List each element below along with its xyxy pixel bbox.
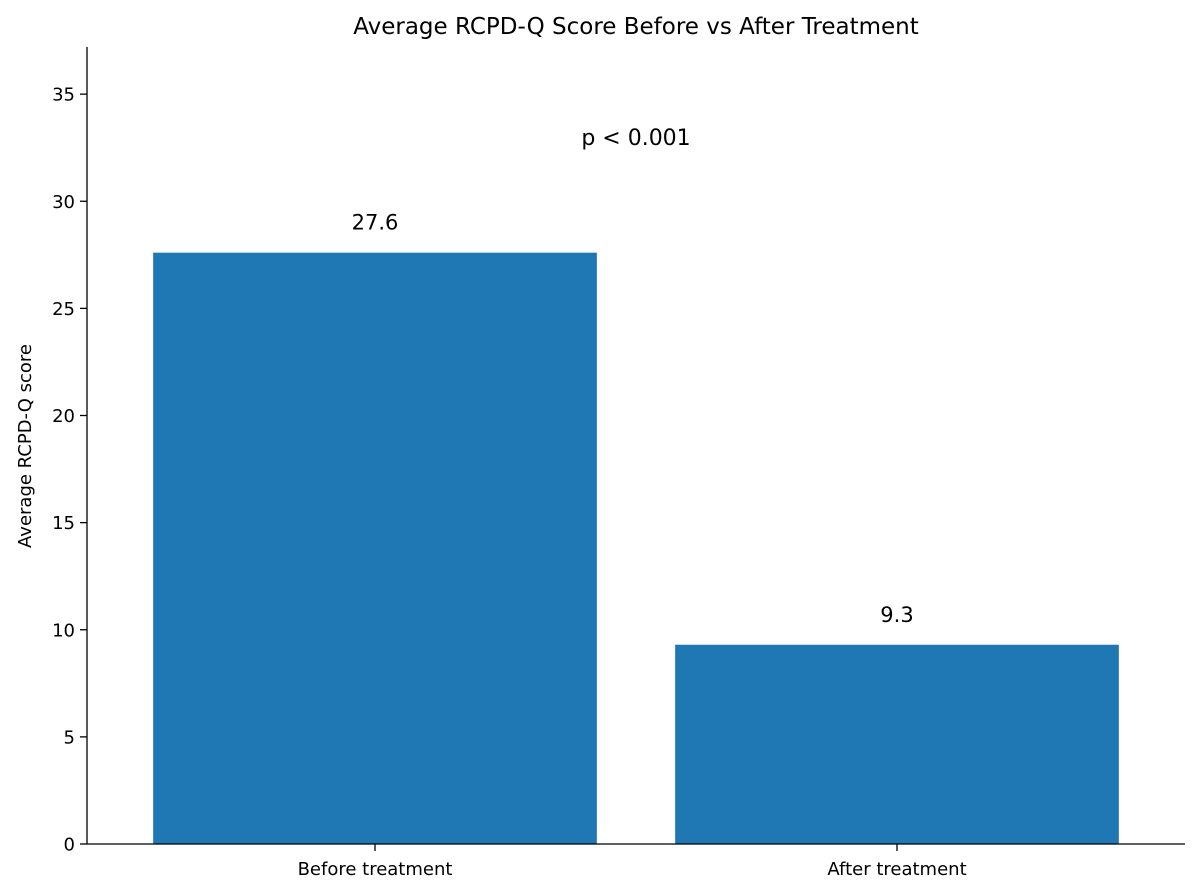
y-tick-label: 20: [52, 406, 75, 427]
bars-group: 27.6 9.3: [153, 211, 1119, 844]
x-axis-ticks: Before treatment After treatment: [298, 844, 967, 880]
bar-value-label: 27.6: [352, 211, 399, 235]
y-axis-ticks: 0 5 10 15 20 25 30 35: [52, 85, 87, 856]
y-tick-label: 5: [64, 727, 75, 748]
y-tick-label: 10: [52, 620, 75, 641]
chart-title: Average RCPD-Q Score Before vs After Tre…: [353, 14, 919, 40]
y-tick-label: 25: [52, 299, 75, 320]
x-tick-label: After treatment: [827, 859, 966, 880]
p-value-annotation: p < 0.001: [581, 126, 690, 151]
y-tick-label: 35: [52, 85, 75, 106]
bar-after-treatment: [675, 644, 1119, 844]
x-tick-label: Before treatment: [298, 859, 453, 880]
bar-value-label: 9.3: [880, 603, 913, 627]
y-tick-label: 15: [52, 513, 75, 534]
y-axis-label: Average RCPD-Q score: [15, 344, 36, 548]
y-tick-label: 30: [52, 192, 75, 213]
bar-before-treatment: [153, 252, 597, 844]
y-tick-label: 0: [64, 835, 75, 856]
